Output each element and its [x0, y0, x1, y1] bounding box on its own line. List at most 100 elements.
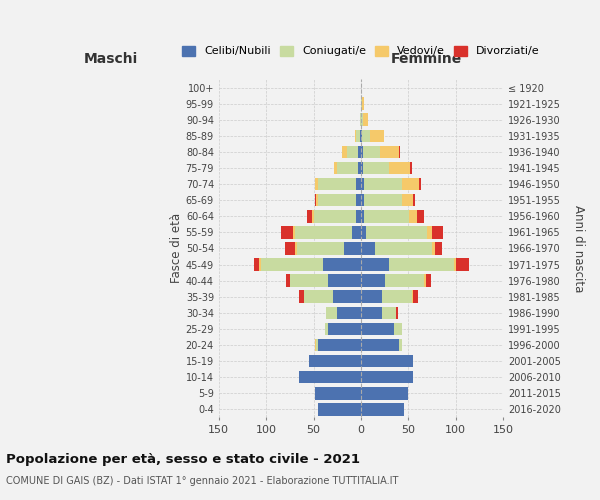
Bar: [456, 258, 469, 271]
Bar: [361, 355, 413, 368]
Bar: [286, 274, 290, 287]
Bar: [323, 258, 361, 271]
Bar: [337, 306, 361, 319]
Bar: [382, 306, 396, 319]
Bar: [402, 178, 419, 190]
Bar: [364, 178, 402, 190]
Bar: [362, 98, 364, 110]
Bar: [424, 274, 427, 287]
Bar: [432, 242, 435, 254]
Bar: [356, 194, 361, 206]
Bar: [361, 178, 364, 190]
Bar: [361, 306, 382, 319]
Bar: [361, 387, 409, 400]
Bar: [328, 274, 361, 287]
Bar: [364, 210, 409, 222]
Bar: [358, 146, 361, 158]
Bar: [361, 130, 362, 142]
Bar: [361, 322, 394, 335]
Bar: [314, 210, 356, 222]
Bar: [319, 403, 361, 415]
Bar: [332, 290, 361, 303]
Legend: Celibi/Nubili, Coniugati/e, Vedovi/e, Divorziati/e: Celibi/Nubili, Coniugati/e, Vedovi/e, Di…: [178, 41, 544, 61]
Bar: [361, 162, 363, 174]
Bar: [361, 114, 363, 126]
Bar: [399, 146, 400, 158]
Bar: [254, 258, 259, 271]
Bar: [355, 130, 356, 142]
Bar: [410, 162, 412, 174]
Bar: [326, 306, 337, 319]
Bar: [361, 242, 375, 254]
Bar: [389, 162, 410, 174]
Bar: [314, 178, 316, 190]
Bar: [316, 387, 361, 400]
Text: Popolazione per età, sesso e stato civile - 2021: Popolazione per età, sesso e stato civil…: [6, 452, 360, 466]
Bar: [259, 258, 262, 271]
Bar: [356, 130, 360, 142]
Bar: [361, 403, 404, 415]
Text: COMUNE DI GAIS (BZ) - Dati ISTAT 1° gennaio 2021 - Elaborazione TUTTITALIA.IT: COMUNE DI GAIS (BZ) - Dati ISTAT 1° genn…: [6, 476, 398, 486]
Bar: [316, 338, 319, 351]
Bar: [389, 258, 454, 271]
Bar: [361, 290, 382, 303]
Bar: [361, 194, 364, 206]
Bar: [361, 338, 399, 351]
Bar: [352, 226, 361, 238]
Bar: [295, 226, 352, 238]
Bar: [362, 130, 370, 142]
Bar: [307, 210, 312, 222]
Bar: [399, 338, 402, 351]
Text: Femmine: Femmine: [391, 52, 462, 66]
Bar: [299, 290, 304, 303]
Bar: [281, 226, 293, 238]
Bar: [328, 322, 361, 335]
Bar: [454, 258, 456, 271]
Bar: [402, 194, 413, 206]
Bar: [375, 242, 432, 254]
Bar: [285, 242, 295, 254]
Bar: [361, 371, 413, 384]
Bar: [319, 178, 356, 190]
Y-axis label: Fasce di età: Fasce di età: [170, 214, 183, 284]
Bar: [290, 274, 328, 287]
Bar: [337, 162, 358, 174]
Bar: [363, 114, 368, 126]
Bar: [427, 274, 431, 287]
Bar: [361, 226, 366, 238]
Bar: [296, 242, 344, 254]
Bar: [396, 306, 398, 319]
Text: Maschi: Maschi: [83, 52, 138, 66]
Bar: [304, 290, 332, 303]
Bar: [309, 355, 361, 368]
Bar: [427, 226, 432, 238]
Bar: [370, 130, 384, 142]
Bar: [262, 258, 323, 271]
Bar: [413, 290, 418, 303]
Bar: [293, 226, 295, 238]
Bar: [364, 194, 402, 206]
Bar: [361, 258, 389, 271]
Bar: [347, 146, 358, 158]
Bar: [360, 114, 361, 126]
Bar: [319, 338, 361, 351]
Bar: [380, 146, 399, 158]
Bar: [385, 274, 424, 287]
Bar: [419, 178, 421, 190]
Bar: [361, 146, 363, 158]
Bar: [312, 210, 314, 222]
Bar: [412, 290, 413, 303]
Bar: [325, 322, 328, 335]
Bar: [417, 210, 424, 222]
Bar: [316, 194, 319, 206]
Bar: [358, 162, 361, 174]
Bar: [356, 210, 361, 222]
Bar: [432, 226, 443, 238]
Bar: [334, 162, 337, 174]
Bar: [394, 322, 402, 335]
Bar: [356, 178, 361, 190]
Y-axis label: Anni di nascita: Anni di nascita: [572, 204, 585, 292]
Bar: [361, 210, 364, 222]
Bar: [366, 226, 427, 238]
Bar: [361, 274, 385, 287]
